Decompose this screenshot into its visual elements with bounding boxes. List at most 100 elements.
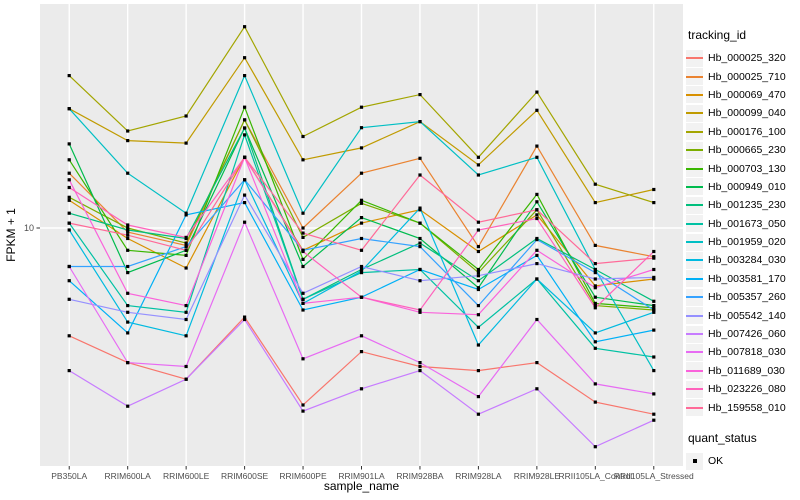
data-point	[126, 264, 130, 269]
legend-item-label: Hb_000949_010	[708, 180, 786, 193]
data-point	[476, 304, 480, 308]
series-key-icon	[686, 104, 703, 122]
data-point	[243, 118, 247, 122]
data-point	[476, 395, 480, 399]
data-point	[476, 313, 480, 317]
data-point	[476, 155, 480, 159]
data-point	[593, 331, 597, 335]
data-point	[126, 361, 130, 365]
data-point	[301, 158, 305, 162]
data-point	[476, 173, 480, 177]
data-point	[359, 201, 364, 205]
data-point	[67, 171, 71, 175]
data-point	[418, 369, 422, 373]
data-point	[184, 253, 188, 257]
data-point	[652, 201, 656, 205]
data-point	[535, 192, 539, 196]
data-point	[184, 213, 188, 217]
data-point	[126, 331, 130, 335]
data-point	[593, 304, 597, 308]
data-point	[593, 267, 597, 272]
legend-item-label: Hb_159558_010	[708, 401, 786, 414]
legend-item: Hb_000665_230	[686, 141, 798, 159]
data-point	[476, 249, 480, 254]
data-point	[243, 201, 247, 205]
data-point	[476, 287, 480, 292]
legend-title-tracking-id: tracking_id	[688, 28, 747, 42]
data-point	[593, 382, 597, 386]
legend-item: Hb_005542_140	[686, 306, 798, 325]
data-point	[535, 248, 539, 252]
x-tick-label: RRIM928LA	[455, 471, 502, 481]
data-point	[359, 269, 364, 273]
data-point	[184, 248, 188, 252]
data-point	[652, 412, 656, 416]
legend-item-label: Hb_001235_230	[708, 199, 786, 212]
data-point	[359, 295, 364, 299]
data-point	[535, 155, 539, 159]
data-point	[652, 304, 656, 308]
data-point	[652, 299, 656, 303]
data-point	[535, 216, 539, 221]
data-point	[359, 387, 364, 391]
x-tick-label: RRII105LA_Stressed	[614, 471, 694, 481]
data-point	[476, 163, 480, 167]
data-point	[67, 158, 71, 162]
data-point	[301, 134, 305, 139]
data-point	[243, 315, 247, 319]
data-point	[593, 445, 597, 449]
data-point	[593, 295, 597, 299]
data-point	[593, 243, 597, 247]
legend-item-label: OK	[708, 455, 724, 467]
data-point	[126, 320, 130, 324]
legend-item-label: Hb_000176_100	[708, 125, 786, 138]
series-key-icon	[686, 362, 703, 380]
data-point	[535, 238, 539, 242]
x-tick-label: RRIM600LE	[163, 471, 210, 481]
data-point	[301, 409, 305, 413]
data-point	[359, 198, 364, 202]
series-key-icon	[686, 380, 703, 398]
legend-item-label: Hb_000025_320	[708, 52, 786, 65]
data-point	[67, 221, 71, 225]
data-point	[535, 108, 539, 112]
data-point	[359, 264, 364, 269]
data-point	[67, 198, 71, 202]
data-point	[535, 213, 539, 217]
series-key-icon	[686, 307, 703, 325]
data-point	[301, 301, 305, 305]
data-point	[418, 245, 422, 249]
data-point	[243, 74, 247, 78]
data-point	[184, 241, 188, 245]
data-point	[476, 343, 480, 347]
x-tick-label: PB350LA	[51, 471, 87, 481]
data-point	[67, 334, 71, 338]
data-point	[301, 235, 305, 239]
series-key-icon	[686, 233, 703, 251]
legend-title-quant-status: quant_status	[688, 430, 757, 445]
data-point	[301, 264, 305, 269]
data-point	[476, 274, 480, 278]
legend-item: Hb_000069_470	[686, 86, 798, 104]
data-point	[243, 220, 247, 224]
legend-item: Hb_007818_030	[686, 343, 798, 361]
legend-item-label: Hb_003581_170	[708, 272, 786, 285]
data-point	[652, 256, 656, 260]
data-point	[301, 249, 305, 254]
data-point	[359, 171, 364, 175]
data-point	[126, 236, 130, 241]
legend-item-ok: OK	[686, 452, 798, 470]
data-point	[476, 369, 480, 373]
data-point	[67, 228, 71, 232]
data-point	[184, 304, 188, 308]
legend-item-label: Hb_000069_470	[708, 88, 786, 101]
series-key-icon	[686, 123, 703, 141]
legend-item-label: Hb_005357_260	[708, 291, 786, 304]
legend-item-label: Hb_011689_030	[708, 364, 785, 377]
data-point	[418, 173, 422, 177]
data-point	[418, 364, 422, 369]
data-point	[535, 317, 539, 322]
data-point	[243, 193, 247, 197]
legend-item: Hb_003284_030	[686, 251, 798, 269]
